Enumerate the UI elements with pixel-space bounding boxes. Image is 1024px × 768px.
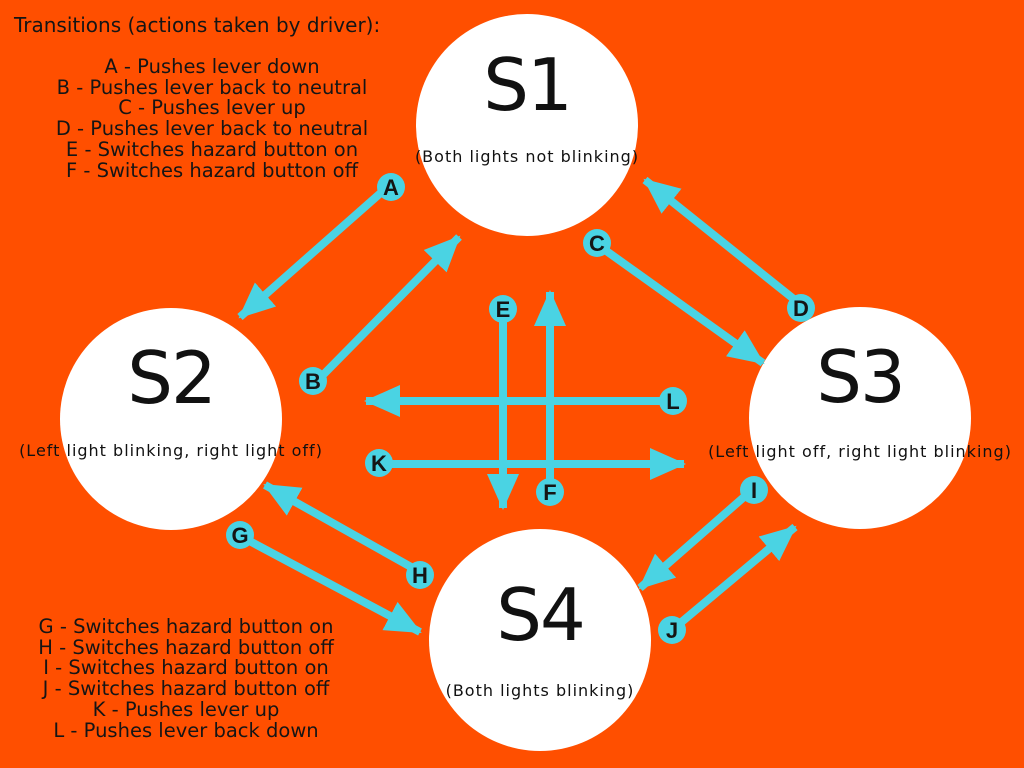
legend-title: Transitions (actions taken by driver): [14, 13, 381, 37]
transition-h-letter: H [412, 563, 428, 588]
legend-bottom-items: G - Switches hazard button on H - Switch… [14, 615, 358, 742]
transition-g-arrow [240, 533, 422, 636]
state-s3-name: S3 [816, 335, 904, 419]
transition-l-letter: L [666, 389, 679, 414]
legend-item-a: A - Pushes lever down [104, 55, 320, 78]
legend-item-i: I - Switches hazard button on [43, 656, 329, 680]
transition-a-letter: A [383, 175, 399, 200]
state-s4-description: (Both lights blinking) [446, 681, 635, 700]
transition-a-arrow [237, 187, 387, 320]
legend-top-items: A - Pushes lever down B - Pushes lever b… [14, 55, 410, 182]
legend-item-d: D - Pushes lever back to neutral [55, 117, 369, 141]
legend-item-k: K - Pushes lever up [92, 697, 280, 721]
transition-b-arrow [317, 234, 462, 381]
transition-c-letter: C [589, 231, 605, 256]
transition-a-label: A [377, 173, 405, 201]
transition-g-letter: G [231, 523, 248, 548]
transition-k-label: K [365, 449, 393, 477]
transition-i-label: I [740, 476, 768, 504]
legend-item-g: G - Switches hazard button on [38, 615, 334, 638]
transition-f-letter: F [543, 480, 556, 505]
legend-top: Transitions (actions taken by driver): A… [14, 13, 410, 181]
state-s3-description: (Left light off, right light blinking) [708, 442, 1012, 461]
state-s1-description: (Both lights not blinking) [415, 147, 639, 166]
legend-item-f: F - Switches hazard button off [65, 158, 359, 182]
transition-l-label: L [659, 387, 687, 415]
transition-b-letter: B [305, 369, 321, 394]
legend-item-h: H - Switches hazard button off [38, 635, 334, 659]
transition-j-letter: J [666, 618, 678, 643]
legend-item-l: L - Pushes lever back down [53, 718, 319, 742]
state-s4-name: S4 [496, 573, 584, 657]
transition-c-label: C [583, 229, 611, 257]
transition-j-label: J [658, 616, 686, 644]
legend-item-c: C - Pushes lever up [118, 96, 306, 120]
legend-item-j: J - Switches hazard button off [42, 677, 330, 701]
state-s2-description: (Left light blinking, right light off) [19, 441, 323, 460]
legend-bottom: G - Switches hazard button on H - Switch… [14, 615, 358, 742]
transition-h-arrow [263, 481, 422, 576]
transition-g-label: G [226, 521, 254, 549]
transition-e-label: E [489, 295, 517, 323]
transition-d-label: D [787, 294, 815, 322]
state-s1-name: S1 [483, 43, 571, 127]
transition-c-arrow [595, 241, 766, 367]
transition-j-arrow [669, 523, 798, 634]
transition-f-label: F [536, 478, 564, 506]
state-s2: S2 (Left light blinking, right light off… [19, 308, 323, 530]
transition-h-label: H [406, 561, 434, 589]
transition-i-arrow [637, 486, 755, 592]
state-s4: S4 (Both lights blinking) [429, 529, 651, 751]
transition-d-letter: D [793, 296, 809, 321]
legend-item-e: E - Switches hazard button on [65, 137, 359, 161]
state-s3: S3 (Left light off, right light blinking… [708, 307, 1012, 529]
transition-k-letter: K [371, 451, 387, 476]
transition-b-label: B [299, 367, 327, 395]
transition-e-letter: E [496, 297, 511, 322]
transition-d-arrow [642, 176, 798, 304]
legend-item-b: B - Pushes lever back to neutral [56, 75, 368, 99]
state-s2-name: S2 [127, 336, 215, 420]
transition-i-letter: I [751, 478, 757, 503]
state-s1: S1 (Both lights not blinking) [415, 14, 639, 236]
